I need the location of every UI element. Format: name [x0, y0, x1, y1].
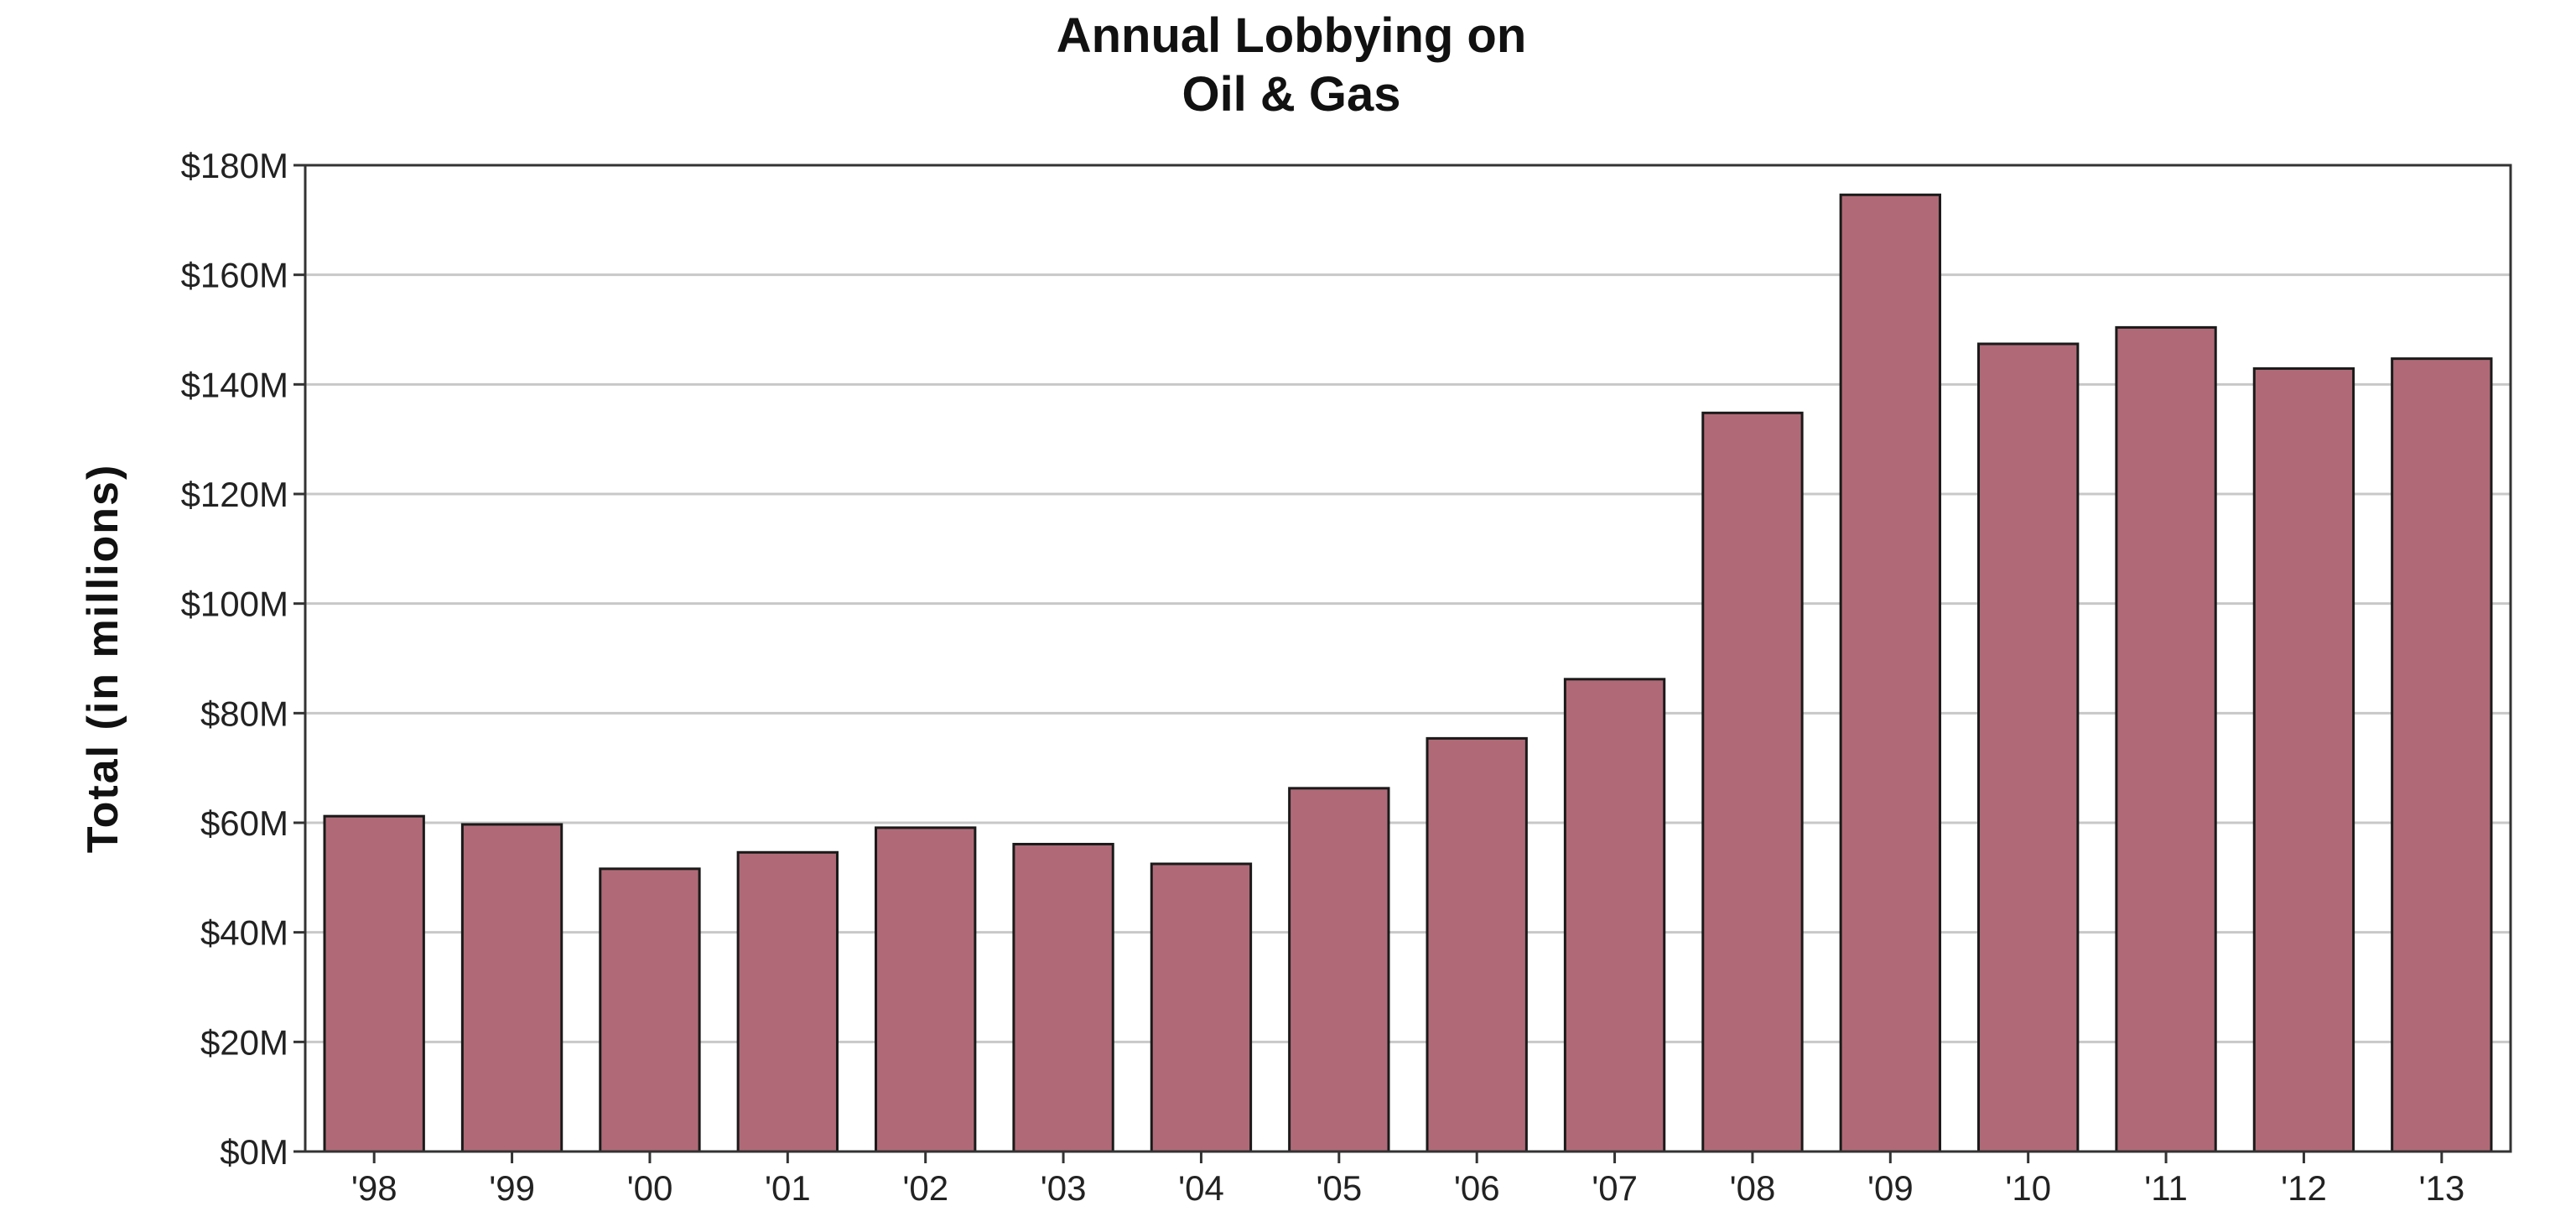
y-tick-label: $80M — [200, 694, 288, 733]
y-tick-label: $60M — [200, 803, 288, 843]
x-tick-label: '00 — [627, 1168, 673, 1208]
bar-11 — [2115, 325, 2217, 1153]
plot-frame — [304, 164, 2512, 1153]
bar-03 — [1012, 842, 1114, 1153]
x-tick-label: '07 — [1592, 1168, 1638, 1208]
y-tick-label: $160M — [181, 256, 288, 295]
bar-05 — [1288, 787, 1390, 1153]
x-tick-label: '05 — [1316, 1168, 1362, 1208]
x-tick-label: '10 — [2005, 1168, 2051, 1208]
bar-00 — [599, 867, 701, 1153]
y-tick-label: $0M — [220, 1132, 288, 1172]
x-tick-label: '99 — [489, 1168, 535, 1208]
x-tick-label: '02 — [902, 1168, 948, 1208]
y-tick-label: $40M — [200, 913, 288, 953]
x-tick-label: '98 — [351, 1168, 397, 1208]
bar-13 — [2391, 357, 2493, 1153]
x-tick-label: '08 — [1730, 1168, 1776, 1208]
bar-10 — [1977, 342, 2080, 1153]
bar-98 — [323, 814, 425, 1153]
bar-04 — [1150, 862, 1253, 1153]
bar-12 — [2252, 367, 2355, 1153]
y-tick-label: $180M — [181, 146, 288, 185]
x-tick-label: '09 — [1867, 1168, 1914, 1208]
x-tick-label: '03 — [1041, 1168, 1087, 1208]
y-tick-label: $100M — [181, 585, 288, 624]
bar-99 — [460, 823, 564, 1153]
bar-06 — [1426, 736, 1528, 1153]
bar-02 — [875, 826, 977, 1153]
bar-09 — [1839, 193, 1941, 1153]
x-tick-label: '04 — [1178, 1168, 1224, 1208]
bar-07 — [1563, 678, 1666, 1153]
chart-title-line-2: Oil & Gas — [1182, 67, 1400, 122]
bar-08 — [1701, 411, 1804, 1153]
y-tick-label: $20M — [200, 1022, 288, 1062]
y-tick-label: $120M — [181, 475, 288, 514]
x-tick-label: '06 — [1454, 1168, 1500, 1208]
y-tick-label: $140M — [181, 365, 288, 404]
x-tick-label: '13 — [2418, 1168, 2464, 1208]
x-tick-label: '01 — [765, 1168, 811, 1208]
y-axis-label: Total (in millions) — [79, 464, 127, 854]
x-tick-label: '11 — [2144, 1168, 2188, 1208]
x-tick-label: '12 — [2281, 1168, 2327, 1208]
chart-title-line-1: Annual Lobbying on — [1057, 8, 1527, 63]
bar-01 — [736, 850, 839, 1153]
